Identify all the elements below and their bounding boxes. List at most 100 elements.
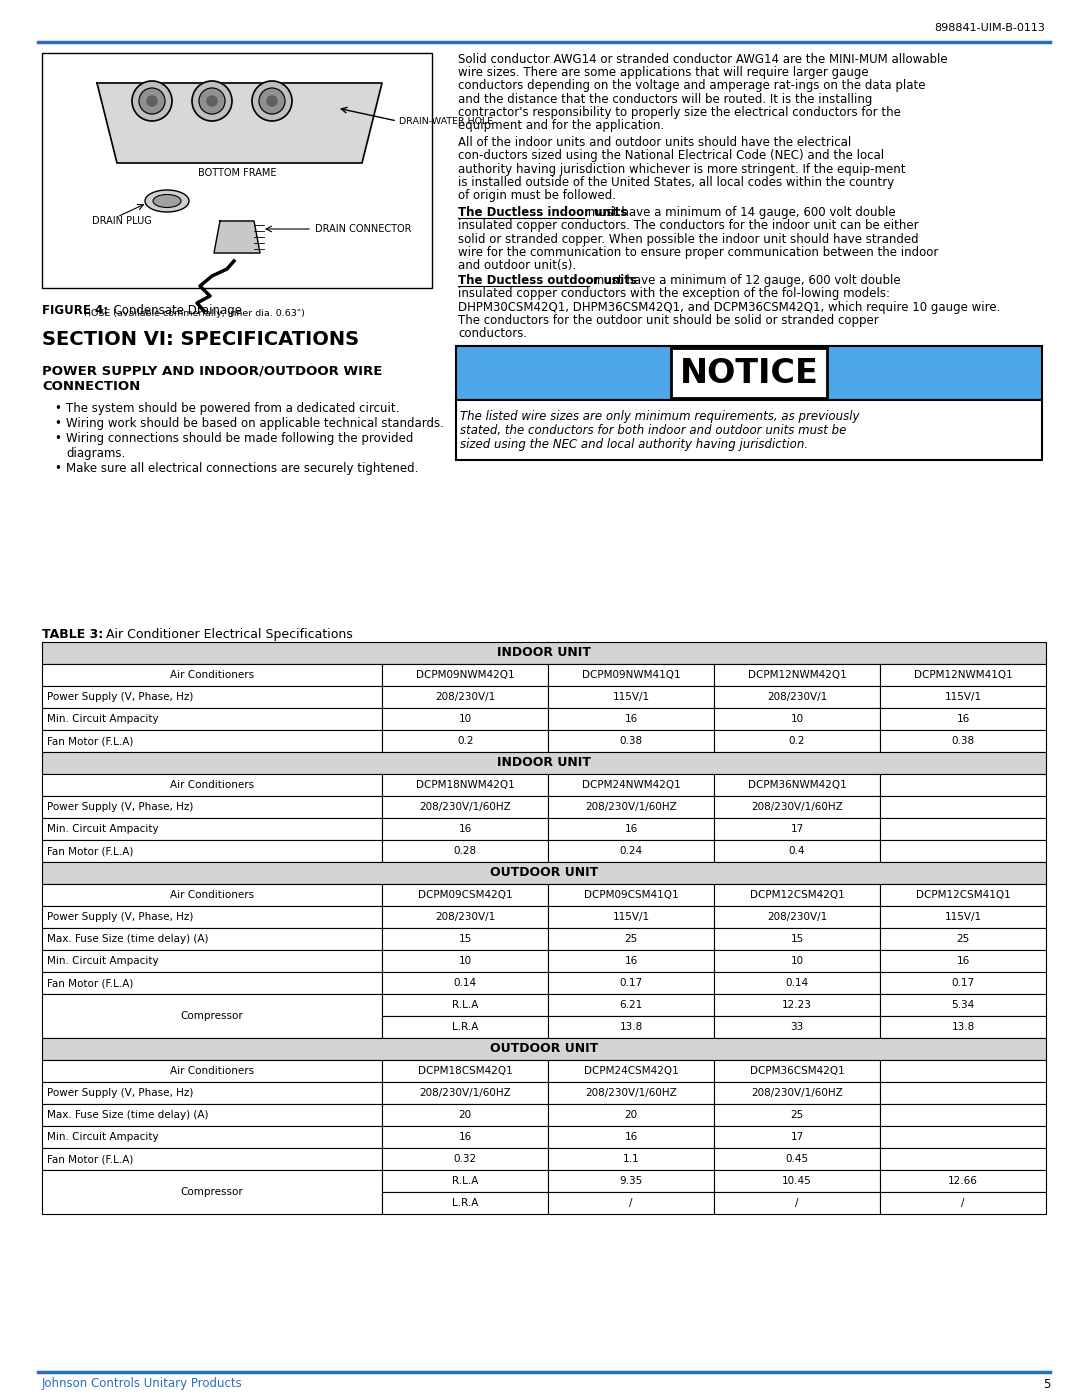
Bar [549,972,714,995]
Bar [42,686,382,708]
Bar [880,1192,1047,1214]
Bar [880,819,1047,840]
Text: /: / [630,1199,633,1208]
Text: /: / [961,1199,964,1208]
Text: Min. Circuit Ampacity: Min. Circuit Ampacity [48,1132,159,1141]
Bar [42,1104,382,1126]
Bar [42,1060,382,1083]
Text: 17: 17 [791,824,804,834]
Text: DCPM24CSM42Q1: DCPM24CSM42Q1 [584,1066,678,1076]
Text: 0.17: 0.17 [951,978,974,988]
Bar [549,1126,714,1148]
Text: 208/230V/1: 208/230V/1 [435,692,496,703]
Bar [880,1083,1047,1104]
Text: DCPM18CSM42Q1: DCPM18CSM42Q1 [418,1066,513,1076]
Text: 25: 25 [791,1111,804,1120]
Bar [880,686,1047,708]
Text: 898841-UIM-B-0113: 898841-UIM-B-0113 [934,22,1045,34]
Text: INDOOR UNIT: INDOOR UNIT [497,647,591,659]
Bar [42,819,382,840]
Bar [714,928,880,950]
Text: POWER SUPPLY AND INDOOR/OUTDOOR WIRE: POWER SUPPLY AND INDOOR/OUTDOOR WIRE [42,365,382,377]
Bar [549,1104,714,1126]
Circle shape [192,81,232,122]
Text: 0.14: 0.14 [785,978,809,988]
Text: 115V/1: 115V/1 [612,692,650,703]
Bar [714,972,880,995]
Bar [549,686,714,708]
Text: DRAIN-WATER HOLE: DRAIN-WATER HOLE [399,116,494,126]
Circle shape [267,96,276,106]
Text: 10: 10 [791,956,804,965]
Circle shape [132,81,172,122]
Bar [382,664,549,686]
Text: 1.1: 1.1 [623,1154,639,1164]
Text: 0.2: 0.2 [457,736,473,746]
Bar [714,1083,880,1104]
Text: of origin must be followed.: of origin must be followed. [458,189,616,203]
Bar [714,774,880,796]
Bar [549,819,714,840]
Text: must have a minimum of 12 gauge, 600 volt double: must have a minimum of 12 gauge, 600 vol… [590,274,901,288]
Text: 12.66: 12.66 [948,1176,978,1186]
Bar [42,907,382,928]
Text: must have a minimum of 14 gauge, 600 volt double: must have a minimum of 14 gauge, 600 vol… [584,207,896,219]
Bar [549,928,714,950]
Bar [549,708,714,731]
Text: L.R.A: L.R.A [453,1023,478,1032]
Text: •: • [54,462,60,475]
Circle shape [139,88,165,115]
Text: 13.8: 13.8 [951,1023,974,1032]
Text: 0.45: 0.45 [785,1154,809,1164]
Text: 0.28: 0.28 [454,847,476,856]
Text: 5: 5 [1042,1377,1050,1390]
Text: HOSE (available commerially, inner dia. 0.63"): HOSE (available commerially, inner dia. … [84,309,305,317]
Bar [42,752,1047,774]
Text: Air Conditioners: Air Conditioners [170,780,254,789]
Bar [42,1148,382,1171]
Bar [880,995,1047,1016]
Bar [42,995,382,1038]
Circle shape [259,88,285,115]
Text: DCPM12CSM41Q1: DCPM12CSM41Q1 [916,890,1011,900]
Text: Compressor: Compressor [180,1011,243,1021]
Text: •: • [54,432,60,446]
Bar [880,731,1047,752]
Bar [714,1126,880,1148]
Text: conductors depending on the voltage and amperage rat-ings on the data plate: conductors depending on the voltage and … [458,80,926,92]
Text: 0.14: 0.14 [454,978,476,988]
Bar [880,664,1047,686]
Bar [382,972,549,995]
Text: 25: 25 [624,935,638,944]
Text: 16: 16 [624,956,638,965]
Text: 15: 15 [459,935,472,944]
Text: •: • [54,416,60,430]
Circle shape [207,96,217,106]
Text: 115V/1: 115V/1 [612,912,650,922]
Bar [42,1126,382,1148]
Bar [714,1060,880,1083]
Text: Wiring connections should be made following the provided: Wiring connections should be made follow… [66,432,414,446]
Bar [880,928,1047,950]
Bar [714,840,880,862]
Bar [549,796,714,819]
Text: Power Supply (V, Phase, Hz): Power Supply (V, Phase, Hz) [48,912,193,922]
Text: Fan Motor (F.L.A): Fan Motor (F.L.A) [48,978,133,988]
Text: Min. Circuit Ampacity: Min. Circuit Ampacity [48,714,159,724]
Text: Make sure all electrical connections are securely tightened.: Make sure all electrical connections are… [66,462,418,475]
Bar [714,686,880,708]
Bar [382,1083,549,1104]
Text: DCPM24NWM42Q1: DCPM24NWM42Q1 [582,780,680,789]
Text: NOTICE: NOTICE [679,356,819,390]
Text: Power Supply (V, Phase, Hz): Power Supply (V, Phase, Hz) [48,692,193,703]
Text: •: • [54,402,60,415]
Text: sized using the NEC and local authority having jurisdiction.: sized using the NEC and local authority … [460,439,808,451]
Bar [382,1016,549,1038]
Bar [714,819,880,840]
Text: solid or stranded copper. When possible the indoor unit should have stranded: solid or stranded copper. When possible … [458,232,919,246]
Text: Fan Motor (F.L.A): Fan Motor (F.L.A) [48,736,133,746]
Text: OUTDOOR UNIT: OUTDOOR UNIT [490,1042,598,1056]
Text: DCPM12CSM42Q1: DCPM12CSM42Q1 [750,890,845,900]
Bar [382,1126,549,1148]
Text: 208/230V/1/60HZ: 208/230V/1/60HZ [752,802,843,812]
